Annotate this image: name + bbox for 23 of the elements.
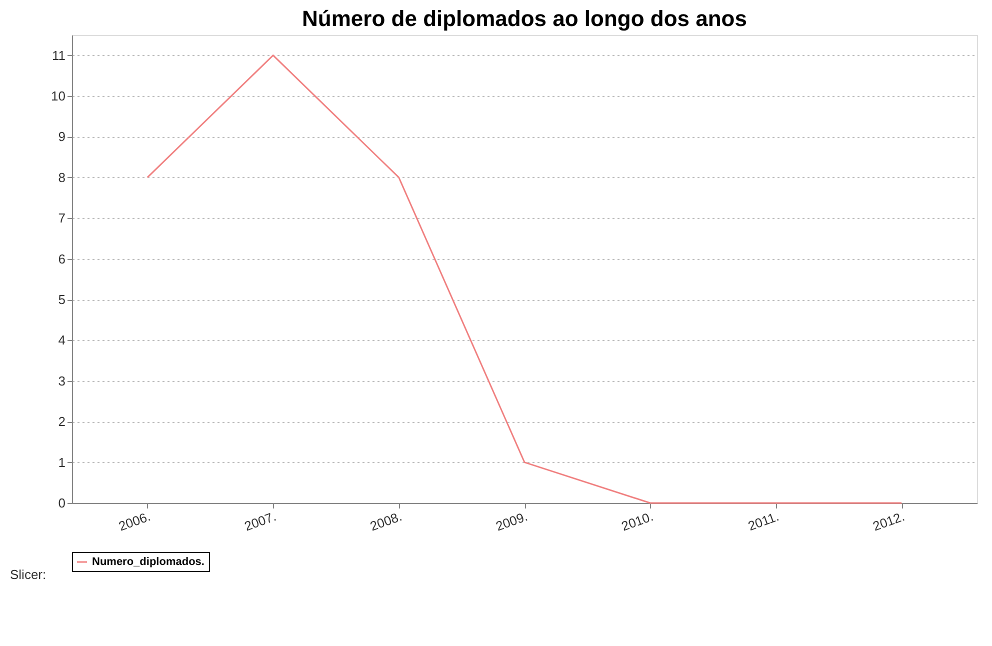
chart-title: Número de diplomados ao longo dos anos (302, 6, 747, 31)
x-tick-label: 2010. (619, 508, 656, 534)
x-tick-label: 2008. (368, 508, 404, 534)
x-tick-label: 2011. (746, 508, 781, 534)
legend-label: Numero_diplomados. (92, 556, 204, 568)
x-tick-label: 2012. (870, 508, 907, 534)
text: Slicer: (10, 567, 46, 582)
y-tick-label: 8 (58, 170, 66, 185)
x-tick-label: 2006. (116, 508, 152, 534)
y-tick-label: 2 (58, 414, 66, 430)
y-tick-label: 9 (58, 129, 66, 144)
y-tick-label: 11 (52, 48, 66, 63)
y-tick-label: 0 (58, 496, 66, 510)
y-tick-label: 1 (58, 454, 66, 470)
y-tick-label: 3 (58, 373, 66, 388)
x-tick-label: 2009. (494, 508, 530, 534)
y-tick-label: 7 (58, 210, 66, 226)
y-tick-label: 4 (58, 332, 66, 348)
line-series (146, 54, 902, 504)
y-tick-label: 6 (58, 251, 66, 266)
y-tick-label: 10 (51, 88, 66, 104)
y-tick-label: 5 (58, 292, 66, 308)
x-tick-label: 2007. (242, 508, 278, 534)
